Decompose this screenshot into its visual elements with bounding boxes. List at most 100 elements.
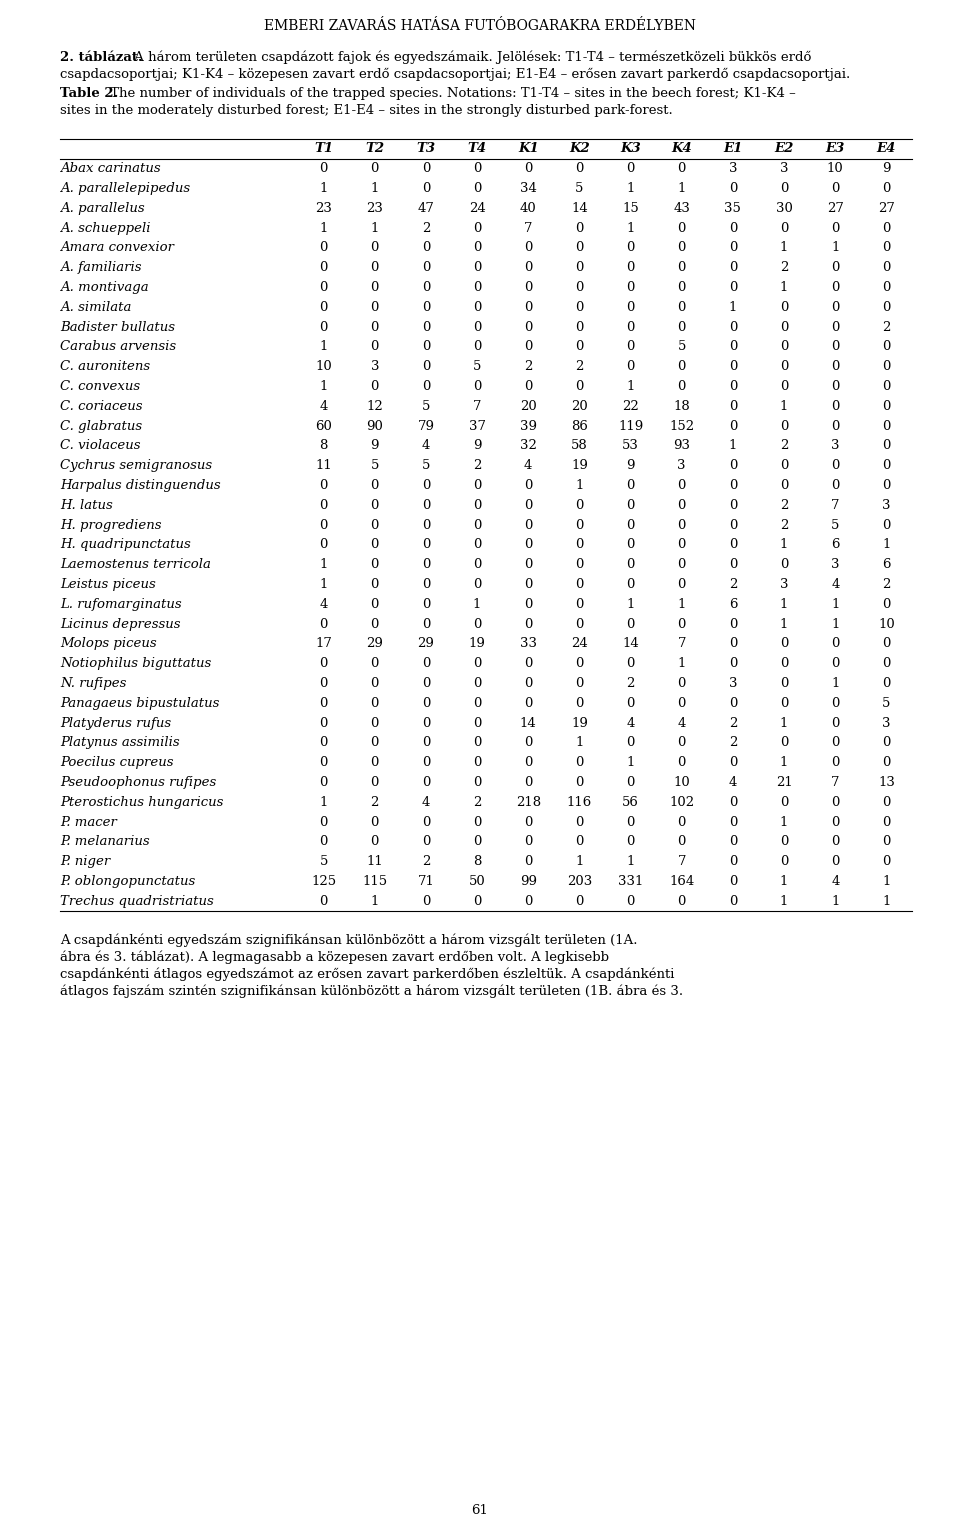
Text: 7: 7 <box>473 400 481 412</box>
Text: 0: 0 <box>575 657 584 669</box>
Text: 0: 0 <box>729 400 737 412</box>
Text: 0: 0 <box>371 320 379 334</box>
Text: 0: 0 <box>421 162 430 175</box>
Text: 0: 0 <box>473 677 481 689</box>
Text: 0: 0 <box>473 697 481 709</box>
Text: 0: 0 <box>678 559 686 571</box>
Text: 0: 0 <box>882 657 891 669</box>
Text: 9: 9 <box>473 440 481 452</box>
Text: 1: 1 <box>729 440 737 452</box>
Text: 5: 5 <box>371 459 379 472</box>
Text: 116: 116 <box>566 796 592 810</box>
Text: A. similata: A. similata <box>60 300 132 314</box>
Text: 0: 0 <box>320 539 327 551</box>
Text: 0: 0 <box>575 499 584 512</box>
Text: 1: 1 <box>780 894 788 908</box>
Text: 0: 0 <box>831 380 839 392</box>
Text: 0: 0 <box>831 657 839 669</box>
Text: 0: 0 <box>473 380 481 392</box>
Text: 0: 0 <box>421 617 430 631</box>
Text: 1: 1 <box>371 894 379 908</box>
Text: 0: 0 <box>882 856 891 868</box>
Text: 0: 0 <box>831 282 839 294</box>
Text: 10: 10 <box>827 162 844 175</box>
Text: 0: 0 <box>831 222 839 234</box>
Text: 0: 0 <box>524 816 533 828</box>
Text: 14: 14 <box>622 637 639 651</box>
Text: 0: 0 <box>678 479 686 492</box>
Text: L. rufomarginatus: L. rufomarginatus <box>60 597 181 611</box>
Text: 23: 23 <box>315 202 332 215</box>
Text: 1: 1 <box>831 677 839 689</box>
Text: 47: 47 <box>418 202 434 215</box>
Text: 0: 0 <box>575 836 584 848</box>
Text: 2: 2 <box>524 360 533 372</box>
Text: 60: 60 <box>315 420 332 432</box>
Text: 4: 4 <box>678 717 686 729</box>
Text: 0: 0 <box>371 836 379 848</box>
Text: 0: 0 <box>729 816 737 828</box>
Text: 0: 0 <box>575 776 584 790</box>
Text: 0: 0 <box>882 360 891 372</box>
Text: 0: 0 <box>473 559 481 571</box>
Text: 0: 0 <box>729 836 737 848</box>
Text: 2. táblázat.: 2. táblázat. <box>60 51 143 65</box>
Text: 2: 2 <box>882 579 891 591</box>
Text: 0: 0 <box>626 340 635 354</box>
Text: 0: 0 <box>882 400 891 412</box>
Text: 0: 0 <box>320 242 327 254</box>
Text: 0: 0 <box>524 617 533 631</box>
Text: 0: 0 <box>729 894 737 908</box>
Text: 0: 0 <box>729 519 737 531</box>
Text: 3: 3 <box>729 162 737 175</box>
Text: 0: 0 <box>524 320 533 334</box>
Text: 50: 50 <box>468 876 486 888</box>
Text: 1: 1 <box>780 816 788 828</box>
Text: 86: 86 <box>571 420 588 432</box>
Text: 0: 0 <box>371 579 379 591</box>
Text: 1: 1 <box>626 756 635 770</box>
Text: 61: 61 <box>471 1504 489 1517</box>
Text: 331: 331 <box>618 876 643 888</box>
Text: 0: 0 <box>780 736 788 749</box>
Text: 1: 1 <box>320 340 327 354</box>
Text: E4: E4 <box>876 142 896 155</box>
Text: 0: 0 <box>678 894 686 908</box>
Text: 0: 0 <box>524 657 533 669</box>
Text: 0: 0 <box>421 340 430 354</box>
Text: 0: 0 <box>473 894 481 908</box>
Text: 79: 79 <box>418 420 435 432</box>
Text: 0: 0 <box>780 182 788 195</box>
Text: 0: 0 <box>421 736 430 749</box>
Text: 0: 0 <box>473 519 481 531</box>
Text: 0: 0 <box>882 420 891 432</box>
Text: 0: 0 <box>371 756 379 770</box>
Text: 0: 0 <box>882 836 891 848</box>
Text: 0: 0 <box>678 380 686 392</box>
Text: sites in the moderately disturbed forest; E1-E4 – sites in the strongly disturbe: sites in the moderately disturbed forest… <box>60 105 673 117</box>
Text: 0: 0 <box>524 697 533 709</box>
Text: 34: 34 <box>519 182 537 195</box>
Text: 102: 102 <box>669 796 694 810</box>
Text: 0: 0 <box>575 559 584 571</box>
Text: 0: 0 <box>729 320 737 334</box>
Text: 1: 1 <box>831 242 839 254</box>
Text: 0: 0 <box>371 282 379 294</box>
Text: P. melanarius: P. melanarius <box>60 836 150 848</box>
Text: 0: 0 <box>882 637 891 651</box>
Text: 0: 0 <box>473 756 481 770</box>
Text: 29: 29 <box>418 637 434 651</box>
Text: 0: 0 <box>473 340 481 354</box>
Text: 0: 0 <box>729 856 737 868</box>
Text: 1: 1 <box>780 242 788 254</box>
Text: T2: T2 <box>365 142 384 155</box>
Text: 0: 0 <box>678 756 686 770</box>
Text: 0: 0 <box>626 282 635 294</box>
Text: 0: 0 <box>729 222 737 234</box>
Text: 6: 6 <box>831 539 839 551</box>
Text: 0: 0 <box>421 776 430 790</box>
Text: 10: 10 <box>315 360 332 372</box>
Text: 0: 0 <box>831 262 839 274</box>
Text: 0: 0 <box>678 697 686 709</box>
Text: 0: 0 <box>575 242 584 254</box>
